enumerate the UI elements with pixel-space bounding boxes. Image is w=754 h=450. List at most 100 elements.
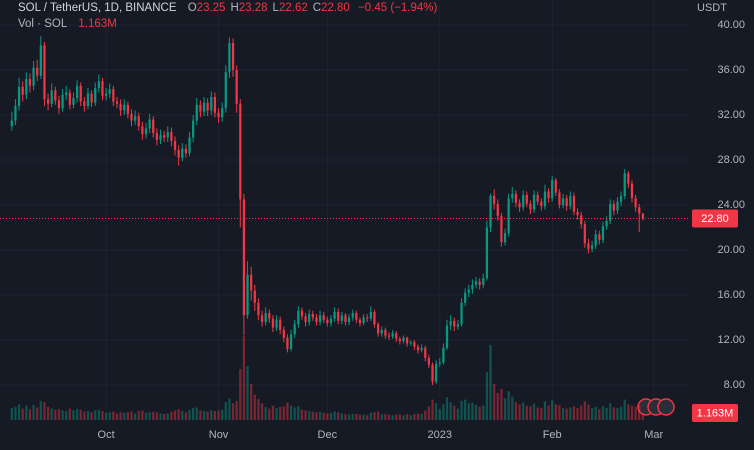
volume-title: Vol · SOL bbox=[18, 18, 68, 30]
volume-bar bbox=[90, 412, 93, 420]
volume-bar bbox=[456, 408, 460, 420]
candle-body bbox=[362, 317, 365, 324]
candle-body bbox=[202, 102, 206, 112]
candle-body bbox=[130, 113, 133, 121]
candle-body bbox=[32, 67, 35, 86]
candle-body bbox=[609, 203, 612, 221]
logo-circle bbox=[657, 398, 675, 416]
volume-bar bbox=[239, 369, 242, 420]
candle-body bbox=[398, 338, 401, 342]
volume-bar bbox=[358, 414, 362, 420]
volume-bar bbox=[493, 384, 496, 420]
candle-body bbox=[358, 319, 362, 324]
candle-body bbox=[453, 320, 456, 327]
candle-body bbox=[337, 311, 340, 321]
candle-body bbox=[416, 346, 420, 351]
volume-bar bbox=[391, 415, 394, 420]
volume-bar bbox=[286, 402, 289, 420]
volume-bar bbox=[569, 407, 572, 420]
volume-bar bbox=[199, 410, 202, 420]
candle-body bbox=[485, 227, 489, 279]
volume-bar bbox=[507, 391, 510, 420]
volume-bar bbox=[61, 410, 64, 420]
volume-bar bbox=[293, 407, 296, 420]
volume-bar bbox=[184, 412, 188, 420]
candle-body bbox=[108, 89, 111, 94]
candle-body bbox=[409, 342, 412, 344]
candle-body bbox=[347, 317, 351, 322]
volume-bar bbox=[79, 409, 82, 420]
volume-bar bbox=[72, 410, 75, 420]
volume-bar bbox=[634, 406, 637, 420]
volume-bar bbox=[616, 408, 619, 420]
candle-body bbox=[50, 90, 53, 104]
volume-bar bbox=[141, 410, 144, 420]
volume-bar bbox=[369, 412, 372, 420]
volume-bar bbox=[413, 414, 416, 420]
volume-bar bbox=[442, 404, 445, 420]
volume-bar bbox=[380, 414, 383, 420]
candle-body bbox=[445, 325, 449, 348]
y-tick-label: 16.00 bbox=[717, 289, 745, 301]
volume-bar bbox=[478, 406, 481, 420]
volume-bar bbox=[344, 414, 347, 420]
volume-bar bbox=[94, 410, 97, 420]
volume-bar bbox=[554, 404, 557, 420]
volume-bar bbox=[195, 407, 198, 420]
candle-body bbox=[235, 70, 238, 104]
candle-body bbox=[289, 334, 293, 349]
volume-bar bbox=[326, 413, 329, 420]
candle-body bbox=[170, 131, 173, 141]
volume-bar bbox=[445, 397, 449, 420]
candle-body bbox=[384, 329, 387, 336]
candle-body bbox=[405, 337, 409, 344]
candle-body bbox=[467, 289, 470, 293]
volume-bar bbox=[10, 408, 13, 420]
candle-body bbox=[561, 198, 565, 205]
candle-body bbox=[61, 94, 64, 109]
candle-body bbox=[300, 310, 304, 317]
candle-body bbox=[460, 302, 463, 325]
candle-body bbox=[500, 216, 503, 243]
candle-body bbox=[478, 281, 481, 285]
candle-body bbox=[395, 333, 398, 339]
candle-body bbox=[387, 335, 391, 337]
volume-bar bbox=[641, 413, 644, 420]
ohlc-value: 22.62 bbox=[278, 2, 308, 14]
candle-body bbox=[14, 106, 17, 121]
candle-body bbox=[601, 226, 605, 240]
candle-body bbox=[72, 98, 75, 105]
change: −0.45 (−1.94%) bbox=[358, 2, 438, 14]
volume-bar bbox=[213, 411, 217, 420]
candle-body bbox=[612, 203, 615, 211]
candle-body bbox=[493, 196, 496, 204]
candle-body bbox=[304, 316, 307, 322]
volume-bar bbox=[362, 414, 365, 420]
candle-body bbox=[264, 313, 267, 322]
candle-body bbox=[366, 317, 369, 319]
candle-body bbox=[293, 324, 296, 335]
volume-bar bbox=[351, 414, 354, 420]
candle-body bbox=[569, 196, 572, 207]
candle-body bbox=[159, 135, 162, 140]
volume-bar bbox=[101, 411, 104, 420]
logo bbox=[637, 398, 675, 416]
volume-bar bbox=[43, 402, 46, 420]
candle-body bbox=[286, 337, 289, 349]
volume-bar bbox=[133, 413, 137, 420]
candle-body bbox=[503, 233, 507, 243]
volume-bar bbox=[482, 405, 485, 420]
candle-body bbox=[355, 313, 358, 320]
volume-bar bbox=[224, 402, 227, 420]
candle-body bbox=[529, 203, 532, 210]
candle-body bbox=[275, 319, 278, 328]
volume-bar bbox=[115, 413, 119, 420]
volume-bar bbox=[311, 411, 314, 420]
volume-bar bbox=[590, 408, 594, 420]
last-price-label: 22.80 bbox=[701, 213, 729, 225]
candle-body bbox=[558, 192, 561, 205]
volume-bar bbox=[21, 408, 24, 420]
symbol-title: SOL / TetherUS, 1D, BINANCE bbox=[18, 2, 177, 14]
candle-body bbox=[257, 302, 260, 316]
candle-body bbox=[402, 337, 405, 342]
